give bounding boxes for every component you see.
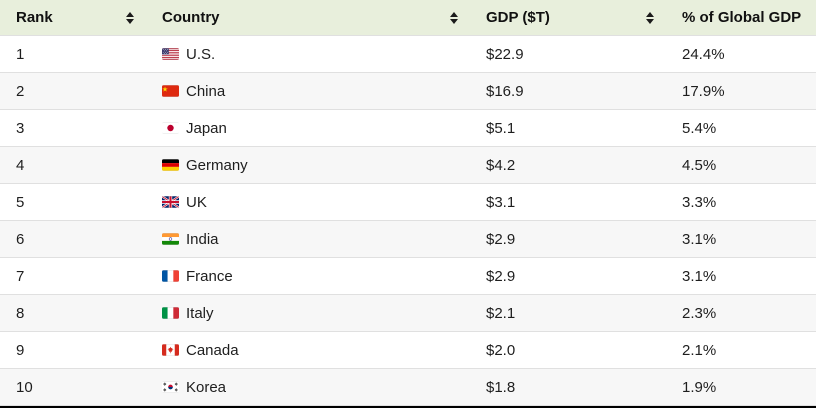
column-label-country: Country (162, 9, 220, 26)
table-row: 3 Japan $5.1 5.4% (0, 109, 816, 147)
flag-icon-de (162, 159, 179, 171)
share-cell: 5.4% (666, 109, 816, 147)
column-header-gdp[interactable]: GDP ($T) (470, 0, 666, 36)
share-cell: 3.1% (666, 257, 816, 295)
table-header: Rank Country GDP ($T) (0, 0, 816, 36)
flag-icon-it (162, 307, 179, 319)
flag-icon-kr (162, 381, 179, 393)
rank-cell: 3 (0, 109, 146, 147)
share-cell: 3.1% (666, 220, 816, 258)
gdp-cell: $2.9 (470, 220, 666, 258)
share-cell: 2.3% (666, 294, 816, 332)
table-row: 2 China $16.9 17.9% (0, 72, 816, 110)
country-cell: UK (146, 183, 470, 221)
country-name: India (186, 230, 219, 248)
rank-cell: 1 (0, 35, 146, 73)
flag-icon-cn (162, 85, 179, 97)
table-row: 8 Italy $2.1 2.3% (0, 294, 816, 332)
country-name: Canada (186, 341, 239, 359)
flag-icon-us (162, 48, 179, 60)
country-cell: Japan (146, 109, 470, 147)
gdp-cell: $16.9 (470, 72, 666, 110)
table-row: 10 Korea $1.8 1.9% (0, 368, 816, 406)
country-name: France (186, 267, 233, 285)
country-cell: Germany (146, 146, 470, 184)
rank-cell: 9 (0, 331, 146, 369)
flag-icon-jp (162, 122, 179, 134)
gdp-cell: $2.0 (470, 331, 666, 369)
column-header-share: % of Global GDP (666, 0, 816, 36)
country-cell: India (146, 220, 470, 258)
share-cell: 1.9% (666, 368, 816, 406)
share-cell: 3.3% (666, 183, 816, 221)
gdp-cell: $2.1 (470, 294, 666, 332)
rank-cell: 6 (0, 220, 146, 258)
rank-cell: 10 (0, 368, 146, 406)
rank-cell: 8 (0, 294, 146, 332)
table-row: 5 UK $3.1 3.3% (0, 183, 816, 221)
rank-cell: 5 (0, 183, 146, 221)
share-cell: 2.1% (666, 331, 816, 369)
sort-icon[interactable] (646, 11, 654, 24)
country-name: U.S. (186, 45, 216, 63)
country-name: Korea (186, 378, 227, 396)
header-row: Rank Country GDP ($T) (0, 0, 816, 36)
flag-icon-fr (162, 270, 179, 282)
gdp-cell: $5.1 (470, 109, 666, 147)
flag-icon-ca (162, 344, 179, 356)
share-cell: 4.5% (666, 146, 816, 184)
share-cell: 17.9% (666, 72, 816, 110)
country-cell: China (146, 72, 470, 110)
flag-icon-gb (162, 196, 179, 208)
column-header-rank[interactable]: Rank (0, 0, 146, 36)
column-header-country[interactable]: Country (146, 0, 470, 36)
country-cell: Italy (146, 294, 470, 332)
column-label-gdp: GDP ($T) (486, 9, 550, 26)
country-name: UK (186, 193, 207, 211)
column-label-share: % of Global GDP (682, 9, 802, 26)
country-cell: Canada (146, 331, 470, 369)
gdp-cell: $4.2 (470, 146, 666, 184)
sort-icon[interactable] (450, 11, 458, 24)
table-row: 4 Germany $4.2 4.5% (0, 146, 816, 184)
gdp-cell: $1.8 (470, 368, 666, 406)
country-cell: U.S. (146, 35, 470, 73)
table-body: 1 U.S. $22.9 24.4% 2 China $16.9 17.9% 3… (0, 35, 816, 406)
country-cell: Korea (146, 368, 470, 406)
gdp-cell: $22.9 (470, 35, 666, 73)
gdp-cell: $2.9 (470, 257, 666, 295)
flag-icon-in (162, 233, 179, 245)
country-name: Italy (186, 304, 214, 322)
table-row: 7 France $2.9 3.1% (0, 257, 816, 295)
gdp-cell: $3.1 (470, 183, 666, 221)
country-name: China (186, 82, 226, 100)
rank-cell: 7 (0, 257, 146, 295)
rank-cell: 4 (0, 146, 146, 184)
table-row: 9 Canada $2.0 2.1% (0, 331, 816, 369)
country-name: Germany (186, 156, 248, 174)
column-label-rank: Rank (16, 9, 53, 26)
share-cell: 24.4% (666, 35, 816, 73)
table-row: 1 U.S. $22.9 24.4% (0, 35, 816, 73)
table-row: 6 India $2.9 3.1% (0, 220, 816, 258)
sort-icon[interactable] (126, 11, 134, 24)
country-name: Japan (186, 119, 227, 137)
rank-cell: 2 (0, 72, 146, 110)
country-cell: France (146, 257, 470, 295)
